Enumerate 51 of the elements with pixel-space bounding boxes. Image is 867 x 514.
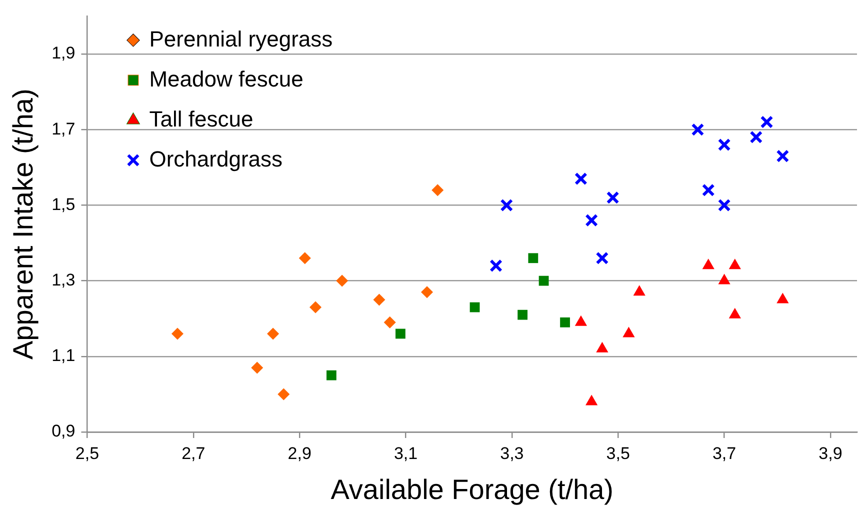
x-tick-label: 3,5 [606,444,630,463]
y-tick-label: 1,7 [52,119,76,138]
point [750,130,763,144]
point [760,116,774,128]
y-tick-label: 1,1 [52,346,76,366]
y-tick-label: 1,5 [52,194,76,214]
point [606,191,620,204]
point [432,184,444,196]
y-axis-title: Apparent Intake (t/ha) [8,88,39,360]
legend-label: Tall fescue [149,106,254,132]
point [310,301,322,314]
x-tick-label: 2,5 [75,444,100,463]
x-tick-label: 3,7 [712,444,736,463]
point [500,198,514,212]
legend-label: Meadow fescue [149,66,304,92]
point [702,184,715,197]
y-tick-label: 1,9 [52,44,76,63]
point [596,252,609,265]
x-tick-label: 2,9 [288,444,312,463]
x-tick-label: 3,9 [818,444,842,463]
point [490,259,502,272]
point [585,214,598,227]
point [538,276,549,286]
point [373,294,386,306]
point [420,286,433,298]
point [326,370,336,380]
legend-label: Orchardgrass [149,146,283,172]
y-tick-label: 1,3 [52,270,76,290]
point [718,138,731,152]
point [251,362,264,374]
x-tick-label: 3,1 [394,444,418,463]
point [384,316,396,328]
point [267,328,280,340]
point [298,252,311,264]
x-tick-label: 3,3 [500,444,524,463]
point [278,388,290,400]
x-axis-title: Available Forage (t/ha) [330,474,614,505]
point [470,302,480,312]
x-tick-label: 2,7 [182,444,206,463]
y-tick-label: 0,9 [52,422,76,441]
point [336,274,348,287]
point [718,198,731,212]
point [776,150,790,163]
point [171,328,184,340]
point [518,310,528,320]
point [396,328,406,339]
point [560,317,570,328]
point [528,253,538,264]
point [574,172,588,186]
point [691,123,704,136]
legend-label: Perennial ryegrass [149,26,333,52]
